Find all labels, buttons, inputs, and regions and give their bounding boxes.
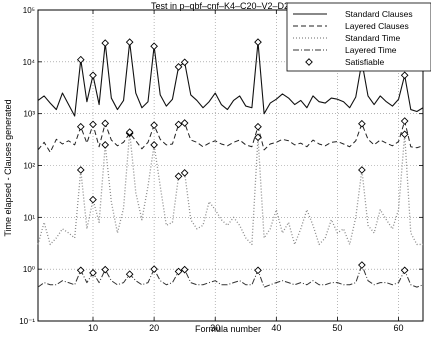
satisfiable-marker — [180, 119, 189, 127]
satisfiable-marker — [358, 119, 366, 128]
satisfiable-marker — [150, 121, 158, 130]
ticks: 10 20 30 40 50 60 10⁻¹ 10⁰ 10¹ 10² 10³ 10⁴ 10⁵ — [19, 6, 423, 333]
series-line-standard-clauses — [37, 41, 424, 117]
satisfiable-marker — [76, 166, 85, 174]
x-tick-label: 50 — [332, 323, 342, 333]
satisfiable-marker — [400, 130, 409, 139]
y-tick-label: 10³ — [23, 110, 35, 119]
satisfiable-marker — [400, 71, 409, 80]
satisfiable-marker — [254, 38, 262, 46]
satisfiable-marker — [174, 172, 183, 181]
satisfiable-marker — [358, 166, 366, 174]
series-line-layered-time — [37, 264, 424, 288]
satisfiable-marker — [180, 265, 189, 274]
satisfiable-marker — [254, 133, 262, 142]
satisfiable-marker — [254, 122, 262, 131]
satisfiable-marker — [254, 266, 262, 275]
y-tick-label: 10⁰ — [23, 265, 35, 274]
satisfiable-marker — [358, 261, 366, 269]
satisfiable-marker — [150, 42, 158, 51]
y-tick-label: 10² — [23, 162, 35, 171]
satisfiable-marker — [150, 141, 158, 149]
x-tick-label: 20 — [149, 323, 159, 333]
y-axis-label: Time elapsed - Clauses generated — [3, 99, 13, 236]
satisfiable-marker — [180, 169, 189, 177]
legend-label: Standard Clauses — [345, 9, 413, 19]
satisfiable-marker — [89, 120, 97, 129]
series-line-standard-time — [37, 131, 423, 246]
satisfiable-marker — [89, 71, 97, 80]
satisfiable-marker — [125, 38, 134, 46]
x-tick-label: 10 — [88, 323, 98, 333]
satisfiable-marker — [89, 195, 97, 204]
series-line-layered-clauses — [37, 120, 424, 153]
satisfiable-marker — [174, 120, 183, 129]
legend-label: Layered Clauses — [345, 21, 409, 31]
chart-title: Test in p–qbf–cnf–K4–C20–V2–D2 — [151, 1, 289, 11]
satisfiable-marker — [76, 266, 85, 275]
satisfiable-marker — [101, 265, 110, 274]
y-tick-label: 10⁴ — [23, 58, 36, 67]
satisfiable-marker — [101, 39, 110, 47]
satisfiable-marker — [150, 265, 158, 274]
satisfiable-markers — [76, 38, 409, 279]
satisfiable-marker — [174, 63, 183, 71]
satisfiable-marker — [125, 270, 134, 279]
legend-label: Standard Time — [345, 33, 401, 43]
satisfiable-marker — [400, 117, 409, 125]
x-tick-label: 60 — [394, 323, 404, 333]
series-lines — [37, 41, 424, 288]
y-tick-label: 10¹ — [23, 213, 35, 222]
satisfiable-marker — [125, 128, 134, 136]
satisfiable-marker — [101, 119, 110, 128]
satisfiable-marker — [174, 267, 183, 276]
legend-marker-satisfiable — [305, 58, 313, 66]
satisfiable-marker — [400, 266, 409, 275]
satisfiable-marker — [76, 122, 85, 131]
satisfiable-marker — [76, 55, 85, 64]
satisfiable-marker — [180, 58, 189, 67]
legend: Standard Clauses Layered Clauses Standard … — [286, 2, 431, 72]
x-tick-label: 40 — [271, 323, 281, 333]
x-tick-label: 30 — [210, 323, 220, 333]
x-axis-label: Formula number — [195, 324, 261, 334]
y-tick-label: 10⁵ — [23, 6, 35, 15]
legend-label: Satisfiable — [345, 57, 384, 67]
satisfiable-marker — [89, 268, 97, 277]
legend-label: Layered Time — [345, 45, 397, 55]
y-tick-label: 10⁻¹ — [19, 317, 35, 326]
satisfiable-marker — [101, 141, 110, 149]
